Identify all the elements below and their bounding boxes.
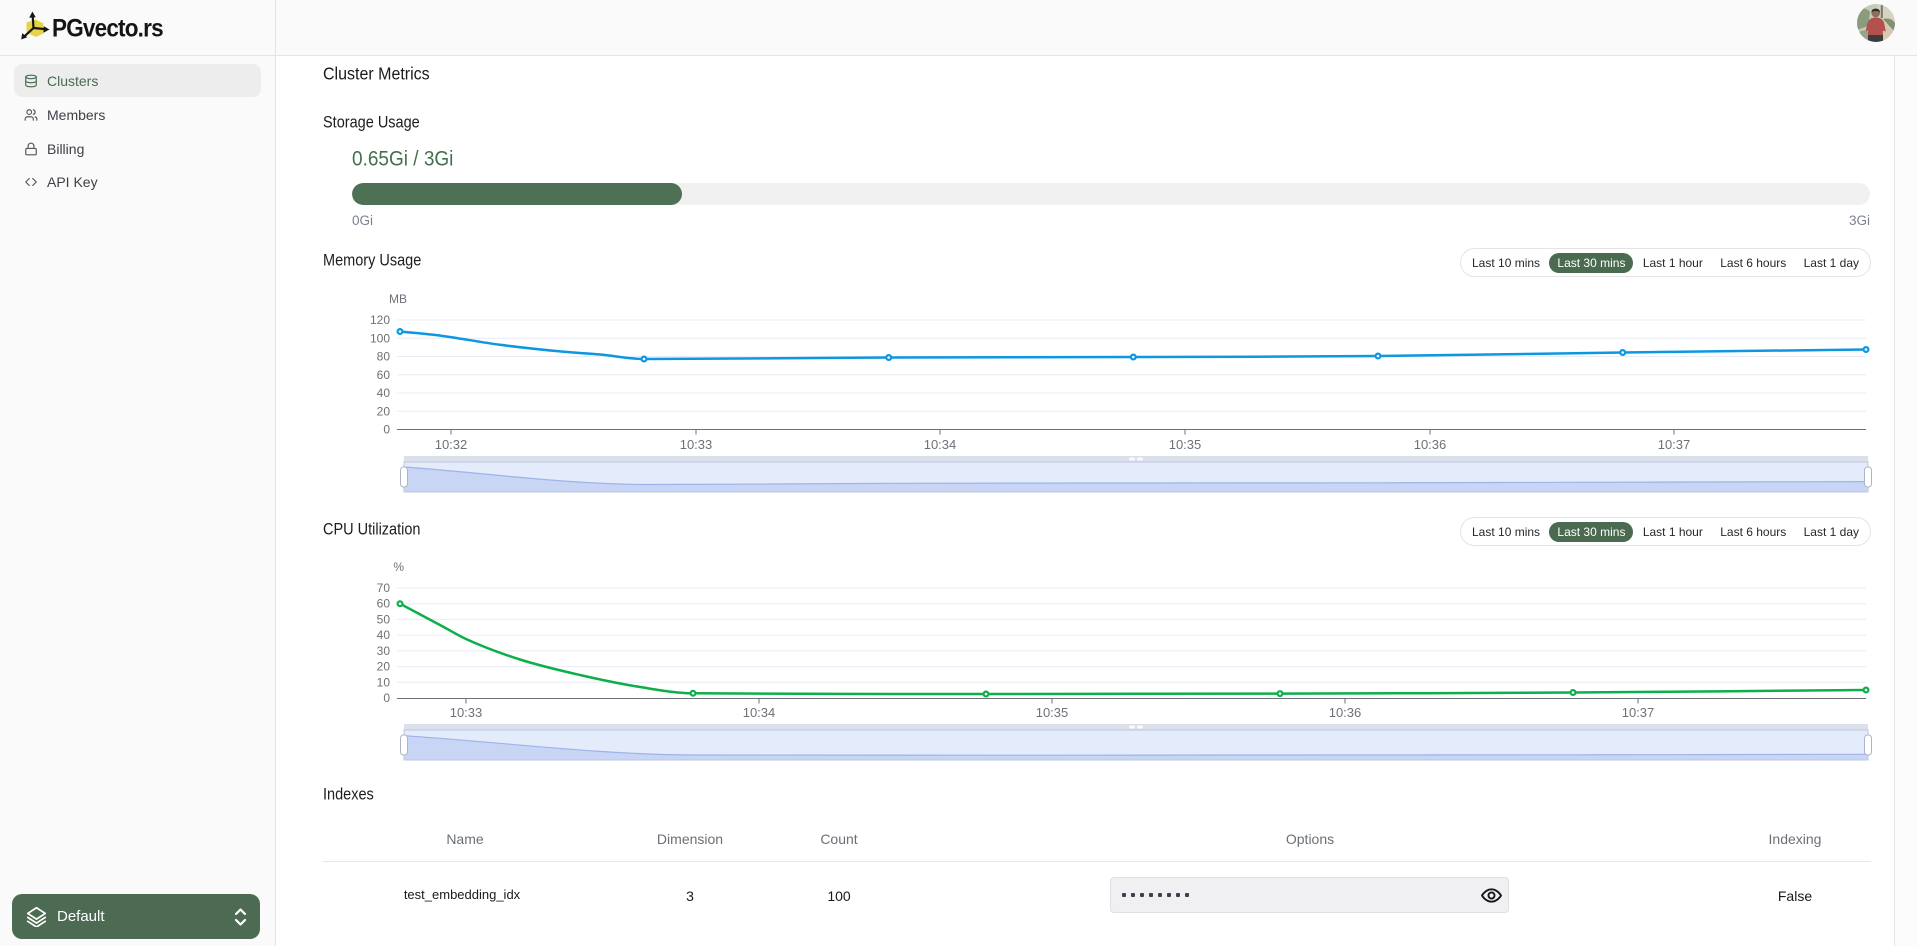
svg-text:10:35: 10:35: [1036, 705, 1069, 720]
svg-text:100: 100: [370, 331, 390, 345]
svg-text:10:33: 10:33: [680, 437, 713, 452]
svg-text:MB: MB: [389, 292, 407, 306]
svg-text:10: 10: [377, 675, 391, 689]
svg-text:10:35: 10:35: [1169, 437, 1202, 452]
svg-text:30: 30: [377, 644, 391, 658]
svg-text:%: %: [393, 560, 404, 574]
svg-text:10:32: 10:32: [435, 437, 468, 452]
svg-text:40: 40: [377, 628, 391, 642]
svg-text:20: 20: [377, 404, 391, 418]
svg-text:0: 0: [383, 691, 390, 705]
svg-text:10:34: 10:34: [924, 437, 957, 452]
svg-text:60: 60: [377, 368, 391, 382]
svg-text:120: 120: [370, 313, 390, 327]
svg-text:80: 80: [377, 350, 391, 364]
svg-text:10:36: 10:36: [1329, 705, 1362, 720]
svg-text:50: 50: [377, 612, 391, 626]
svg-text:20: 20: [377, 660, 391, 674]
svg-text:60: 60: [377, 597, 391, 611]
svg-text:10:36: 10:36: [1414, 437, 1447, 452]
svg-text:0: 0: [383, 423, 390, 437]
svg-text:70: 70: [377, 581, 391, 595]
svg-text:10:33: 10:33: [450, 705, 483, 720]
svg-text:10:37: 10:37: [1658, 437, 1691, 452]
svg-text:10:37: 10:37: [1622, 705, 1655, 720]
svg-text:10:34: 10:34: [743, 705, 776, 720]
svg-text:40: 40: [377, 386, 391, 400]
